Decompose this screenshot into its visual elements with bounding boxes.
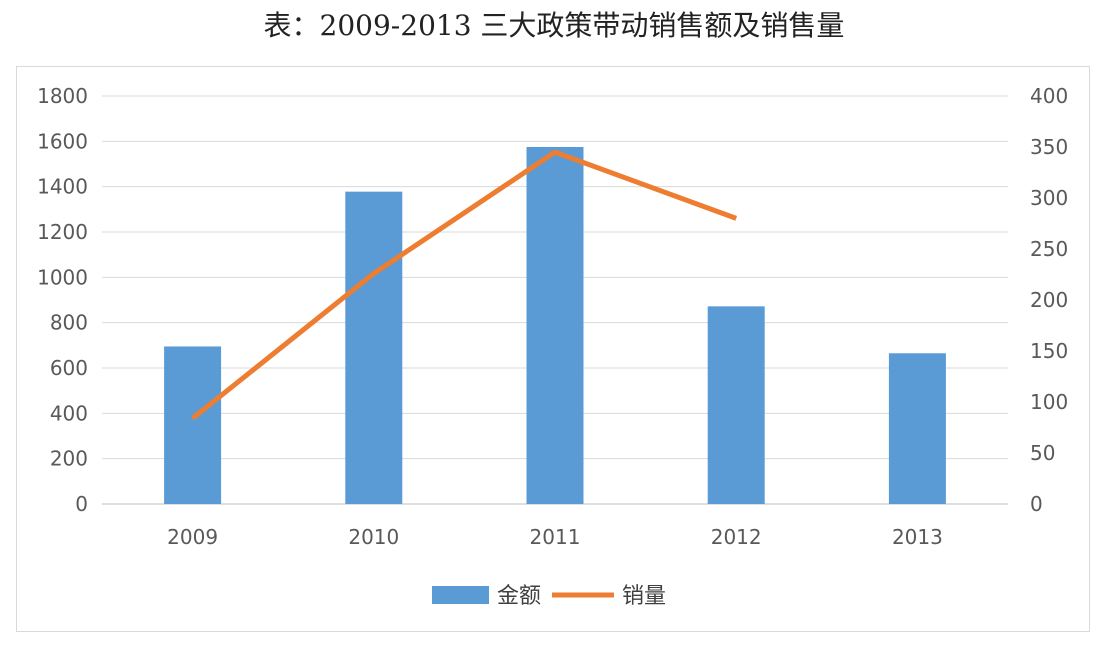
y-left-tick-label: 200 xyxy=(50,447,88,471)
x-tick-label: 2010 xyxy=(348,525,399,549)
right-axis-ticks: 0 50 100 150 200 250 300 350 400 xyxy=(1030,84,1068,516)
legend-label-amount: 金额 xyxy=(497,584,541,609)
y-left-tick-label: 1200 xyxy=(37,220,88,244)
y-left-tick-label: 0 xyxy=(75,492,88,516)
y-right-tick-label: 150 xyxy=(1030,339,1068,363)
y-left-tick-label: 1000 xyxy=(37,265,88,289)
y-right-tick-label: 100 xyxy=(1030,390,1068,414)
legend-swatch-amount xyxy=(432,586,489,604)
x-tick-label: 2013 xyxy=(892,525,943,549)
y-right-tick-label: 0 xyxy=(1030,492,1043,516)
x-tick-label: 2012 xyxy=(711,525,762,549)
legend: 金额 销量 xyxy=(432,584,666,609)
chart-title: 表：2009-2013 三大政策带动销售额及销售量 xyxy=(263,9,845,42)
y-left-tick-label: 800 xyxy=(50,311,88,335)
y-left-tick-label: 1400 xyxy=(37,175,88,199)
y-left-tick-label: 1600 xyxy=(37,129,88,153)
bar-series-amount xyxy=(164,147,946,505)
x-tick-label: 2011 xyxy=(530,525,581,549)
y-right-tick-label: 250 xyxy=(1030,237,1068,261)
bar-2011 xyxy=(526,147,584,504)
y-left-tick-label: 1800 xyxy=(37,84,88,108)
bar-2009 xyxy=(164,346,222,504)
x-axis-ticks: 2009 2010 2011 2012 2013 xyxy=(167,525,943,549)
x-tick-label: 2009 xyxy=(167,525,218,549)
y-left-tick-label: 400 xyxy=(50,401,88,425)
bar-2013 xyxy=(888,353,946,504)
y-right-tick-label: 350 xyxy=(1030,135,1068,159)
line-series-volume xyxy=(191,149,738,421)
y-right-tick-label: 200 xyxy=(1030,288,1068,312)
y-right-tick-label: 50 xyxy=(1030,441,1055,465)
y-right-tick-label: 300 xyxy=(1030,186,1068,210)
y-right-tick-label: 400 xyxy=(1030,84,1068,108)
legend-label-volume: 销量 xyxy=(622,584,666,609)
y-left-tick-label: 600 xyxy=(50,356,88,380)
left-axis-ticks: 0 200 400 600 800 1000 1200 1400 1600 1800 xyxy=(37,84,88,516)
bar-2012 xyxy=(707,306,765,504)
bar-2010 xyxy=(345,191,403,505)
volume-line xyxy=(191,149,738,421)
